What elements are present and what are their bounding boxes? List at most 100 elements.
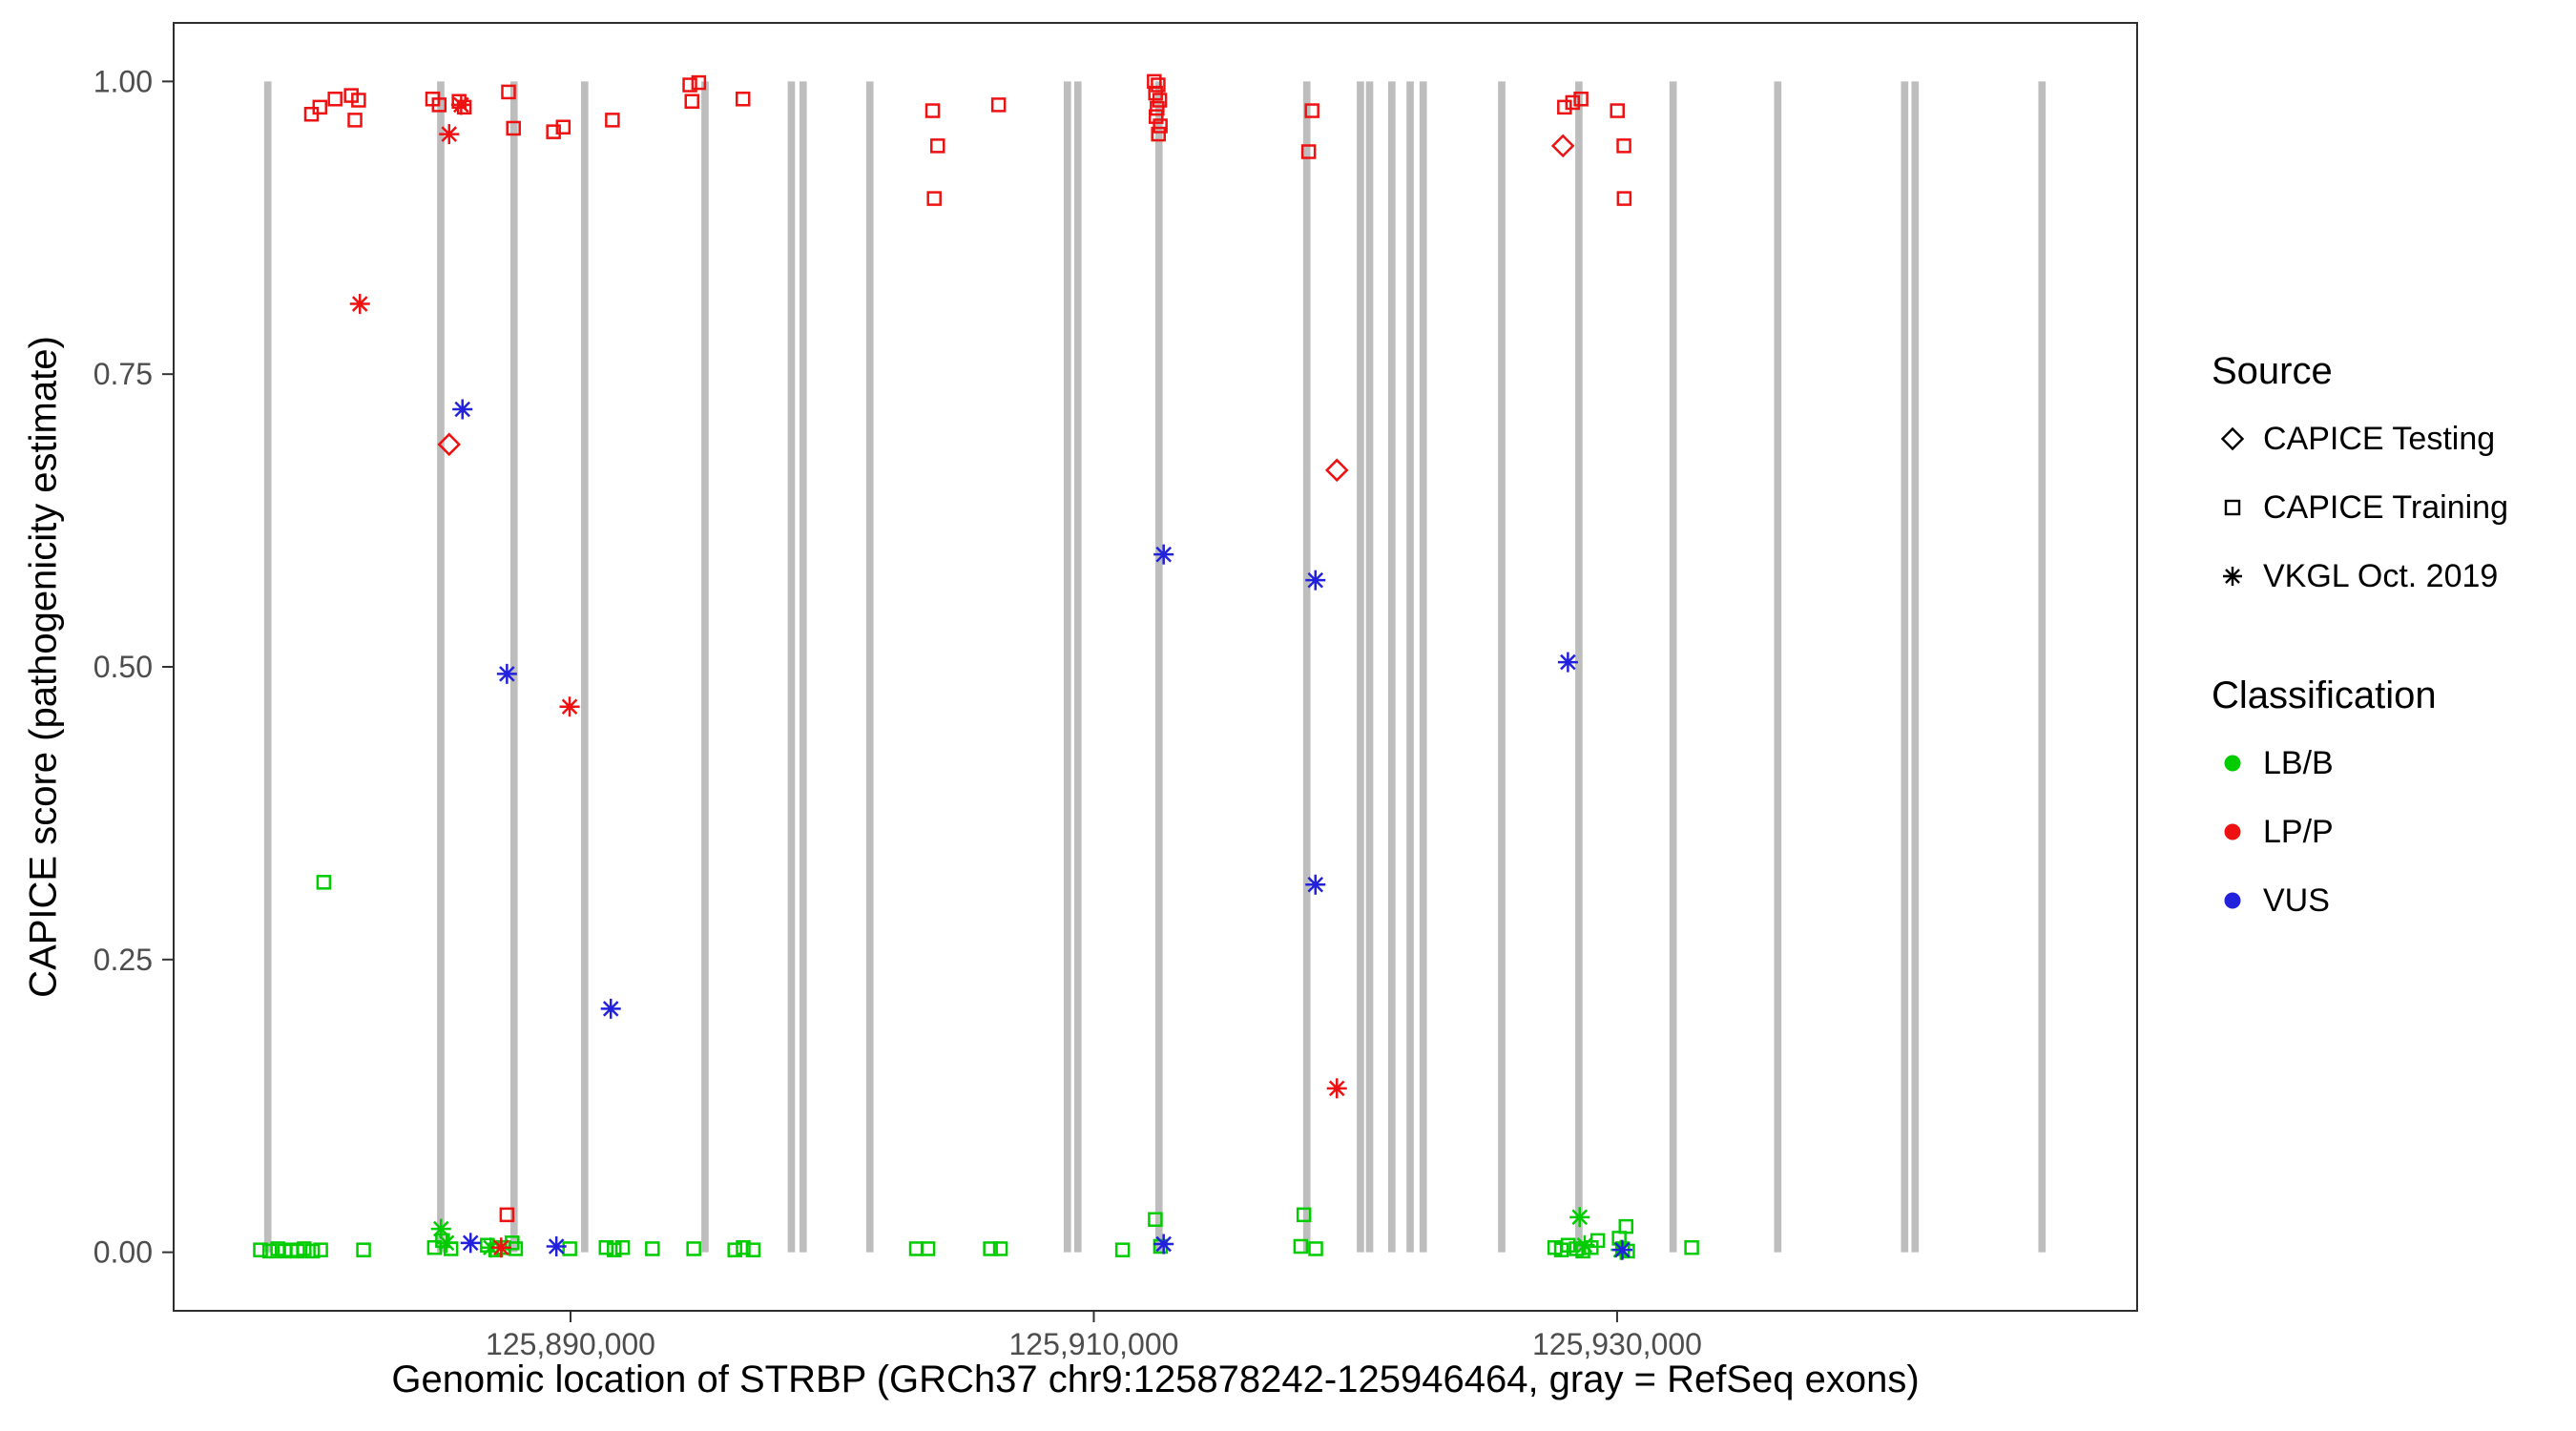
exon-bar [2038,81,2046,1253]
lpp-dot-icon [2224,823,2241,840]
exon-bars [263,81,2046,1253]
data-point [297,1241,312,1256]
data-point [437,432,462,457]
data-point [313,1242,328,1257]
data-point [745,1242,761,1257]
data-point [735,92,751,107]
legend-item-vus: VUS [2212,866,2508,935]
data-point [614,1239,631,1255]
y-tick-label: 1.00 [93,64,153,98]
data-point [506,120,521,136]
data-point [439,124,460,145]
exon-bar [701,81,709,1253]
data-point [1557,99,1572,115]
legend-item-label: CAPICE Training [2263,488,2508,526]
data-point [1616,191,1632,206]
data-point [349,294,370,315]
data-point [1305,570,1326,591]
y-tick-label: 0.25 [93,943,153,977]
data-point [1293,1238,1309,1255]
x-tick-label: 125,930,000 [1532,1327,1702,1361]
exon-bar [437,81,445,1253]
data-point [983,1241,998,1256]
legend-item-label: VUS [2263,881,2330,919]
data-point [1153,1234,1174,1255]
data-point [600,998,621,1019]
data-point [691,74,707,91]
open-square-icon [2224,499,2241,516]
data-point [736,1239,751,1255]
data-point [1153,544,1174,565]
data-point [1326,1078,1347,1099]
exon-bar [1419,81,1427,1253]
exon-bar [1774,81,1782,1253]
y-tick-label: 0.75 [93,357,153,391]
data-point [261,1243,278,1259]
data-point [460,1233,481,1254]
data-point [990,97,1007,113]
data-point [1550,134,1575,158]
data-point [1324,458,1349,483]
data-point [1618,1218,1634,1234]
panel-border [173,22,2138,1312]
exon-bar [1406,81,1414,1253]
data-point [1557,652,1578,673]
data-point [1574,1234,1595,1255]
data-point [1589,1233,1606,1249]
data-point [607,1242,622,1257]
data-point [727,1242,742,1257]
data-point [1296,1207,1312,1223]
legend-item-lbb: LB/B [2212,729,2508,798]
data-point [920,1241,936,1256]
data-point [1304,103,1319,118]
data-point [1560,1237,1576,1254]
y-tick-label: 0.00 [93,1235,153,1270]
data-point [546,1236,567,1256]
exon-bar [1911,81,1920,1253]
data-points [253,73,1699,1260]
data-point [926,191,942,206]
exon-bar [1669,81,1677,1253]
legend-item-label: CAPICE Testing [2263,420,2496,457]
data-point [436,1233,457,1254]
data-point [347,113,363,128]
data-point [312,99,328,115]
open-diamond-icon [2220,426,2245,451]
axis-ticks: 125,890,000 125,910,000 125,930,000 0.00 0.2… [93,64,1702,1361]
y-axis-title: CAPICE score (pathogenicity estimate) [22,336,65,998]
exon-bar [1154,81,1163,1253]
legend-item-label: LP/P [2263,813,2334,850]
data-point [496,663,517,684]
data-point [1148,109,1164,124]
data-point [1150,100,1165,116]
data-point [1616,138,1631,154]
data-point [555,119,571,135]
data-point [1114,1242,1131,1257]
data-point [686,1241,701,1256]
data-point [1305,874,1326,895]
x-axis-title: Genomic location of STRBP (GRCh37 chr9:1… [391,1358,1920,1400]
data-point [1153,118,1168,134]
x-tick-label: 125,890,000 [486,1327,655,1361]
data-point [450,94,471,115]
data-point [1151,77,1166,93]
data-point [501,84,516,100]
data-point [1148,1212,1163,1228]
exon-bar [1063,81,1071,1253]
data-point [452,399,473,420]
data-point [1152,93,1168,108]
asterisk-icon [2223,567,2242,586]
exon-bar [1302,81,1311,1253]
data-point [1151,126,1166,142]
exon-bar [1575,81,1583,1253]
data-point [490,1237,511,1258]
data-point [351,93,366,108]
exon-bar [1498,81,1506,1253]
legend-item-label: LB/B [2263,744,2334,781]
data-point [930,138,945,154]
exon-bar [865,81,874,1253]
data-point [684,93,699,109]
data-point [1610,103,1625,118]
